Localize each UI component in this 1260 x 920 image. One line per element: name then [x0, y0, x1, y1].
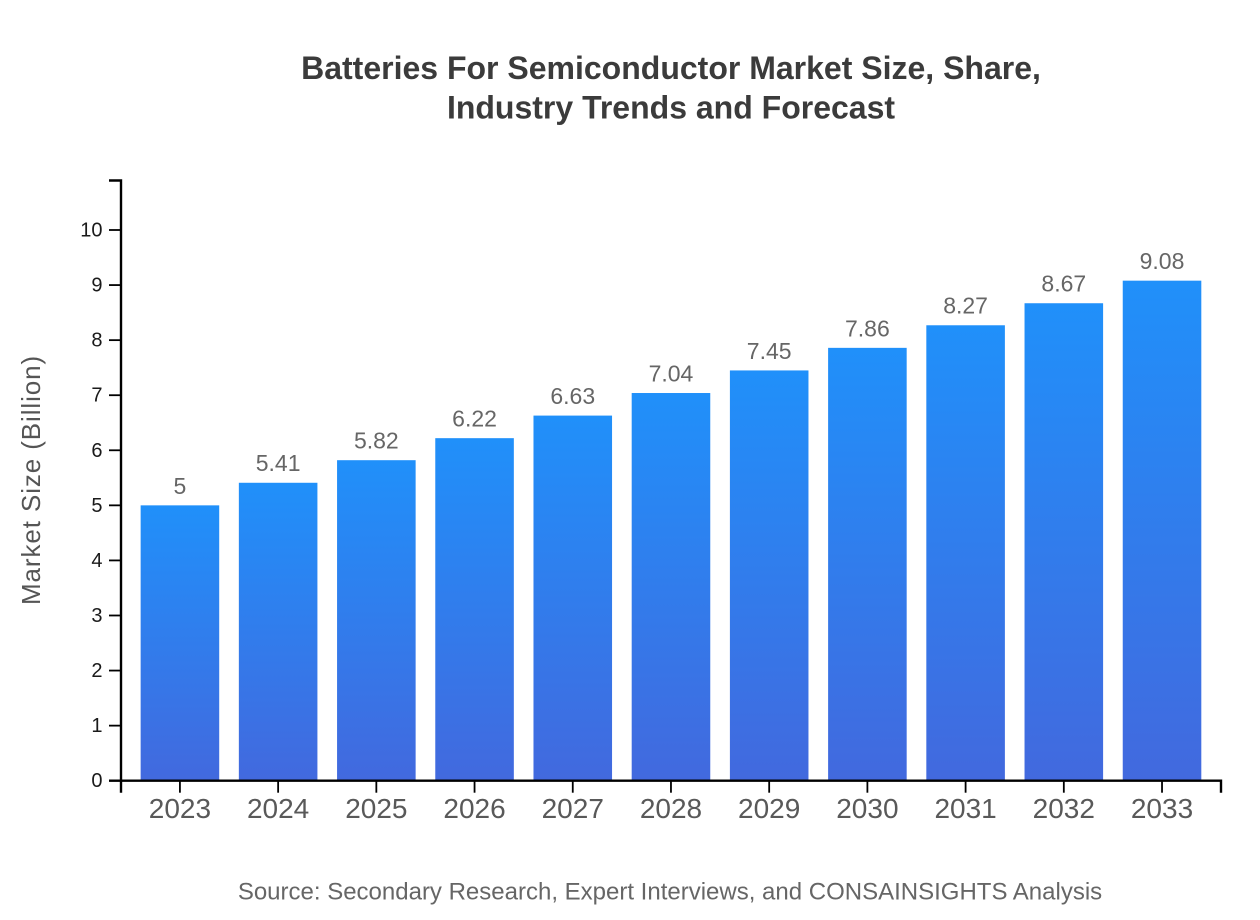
svg-text:5: 5 — [91, 495, 102, 517]
svg-text:9: 9 — [91, 275, 102, 297]
svg-text:2026: 2026 — [443, 793, 505, 824]
svg-text:8.27: 8.27 — [943, 293, 988, 319]
svg-text:2031: 2031 — [934, 793, 996, 824]
svg-text:2023: 2023 — [149, 793, 211, 824]
svg-text:5.82: 5.82 — [354, 428, 399, 454]
svg-text:2025: 2025 — [345, 793, 407, 824]
svg-text:7.04: 7.04 — [649, 360, 694, 386]
svg-text:8.67: 8.67 — [1041, 271, 1086, 297]
svg-text:5.41: 5.41 — [256, 450, 301, 476]
svg-text:6: 6 — [91, 440, 102, 462]
svg-text:10: 10 — [80, 220, 102, 242]
svg-text:2028: 2028 — [640, 793, 702, 824]
svg-text:7.45: 7.45 — [747, 338, 792, 364]
svg-text:8: 8 — [91, 330, 102, 352]
svg-text:Source: Secondary Research, Ex: Source: Secondary Research, Expert Inter… — [238, 879, 1102, 906]
svg-text:9.08: 9.08 — [1140, 248, 1185, 274]
svg-text:Market Size (Billion): Market Size (Billion) — [16, 355, 46, 605]
svg-text:2024: 2024 — [247, 793, 309, 824]
svg-text:4: 4 — [91, 550, 102, 572]
svg-text:5: 5 — [174, 473, 187, 499]
svg-text:6.63: 6.63 — [550, 383, 595, 409]
svg-text:2027: 2027 — [542, 793, 604, 824]
svg-text:2032: 2032 — [1033, 793, 1095, 824]
svg-text:6.22: 6.22 — [452, 406, 497, 432]
svg-text:1: 1 — [91, 715, 102, 737]
svg-text:2030: 2030 — [836, 793, 898, 824]
svg-text:2033: 2033 — [1131, 793, 1193, 824]
svg-text:Batteries For Semiconductor Ma: Batteries For Semiconductor Market Size,… — [301, 50, 1041, 86]
svg-text:7: 7 — [91, 385, 102, 407]
svg-text:2029: 2029 — [738, 793, 800, 824]
svg-text:Industry Trends and Forecast: Industry Trends and Forecast — [447, 90, 895, 126]
svg-text:7.86: 7.86 — [845, 315, 890, 341]
svg-text:2: 2 — [91, 660, 102, 682]
svg-text:3: 3 — [91, 605, 102, 627]
svg-text:0: 0 — [91, 770, 102, 792]
